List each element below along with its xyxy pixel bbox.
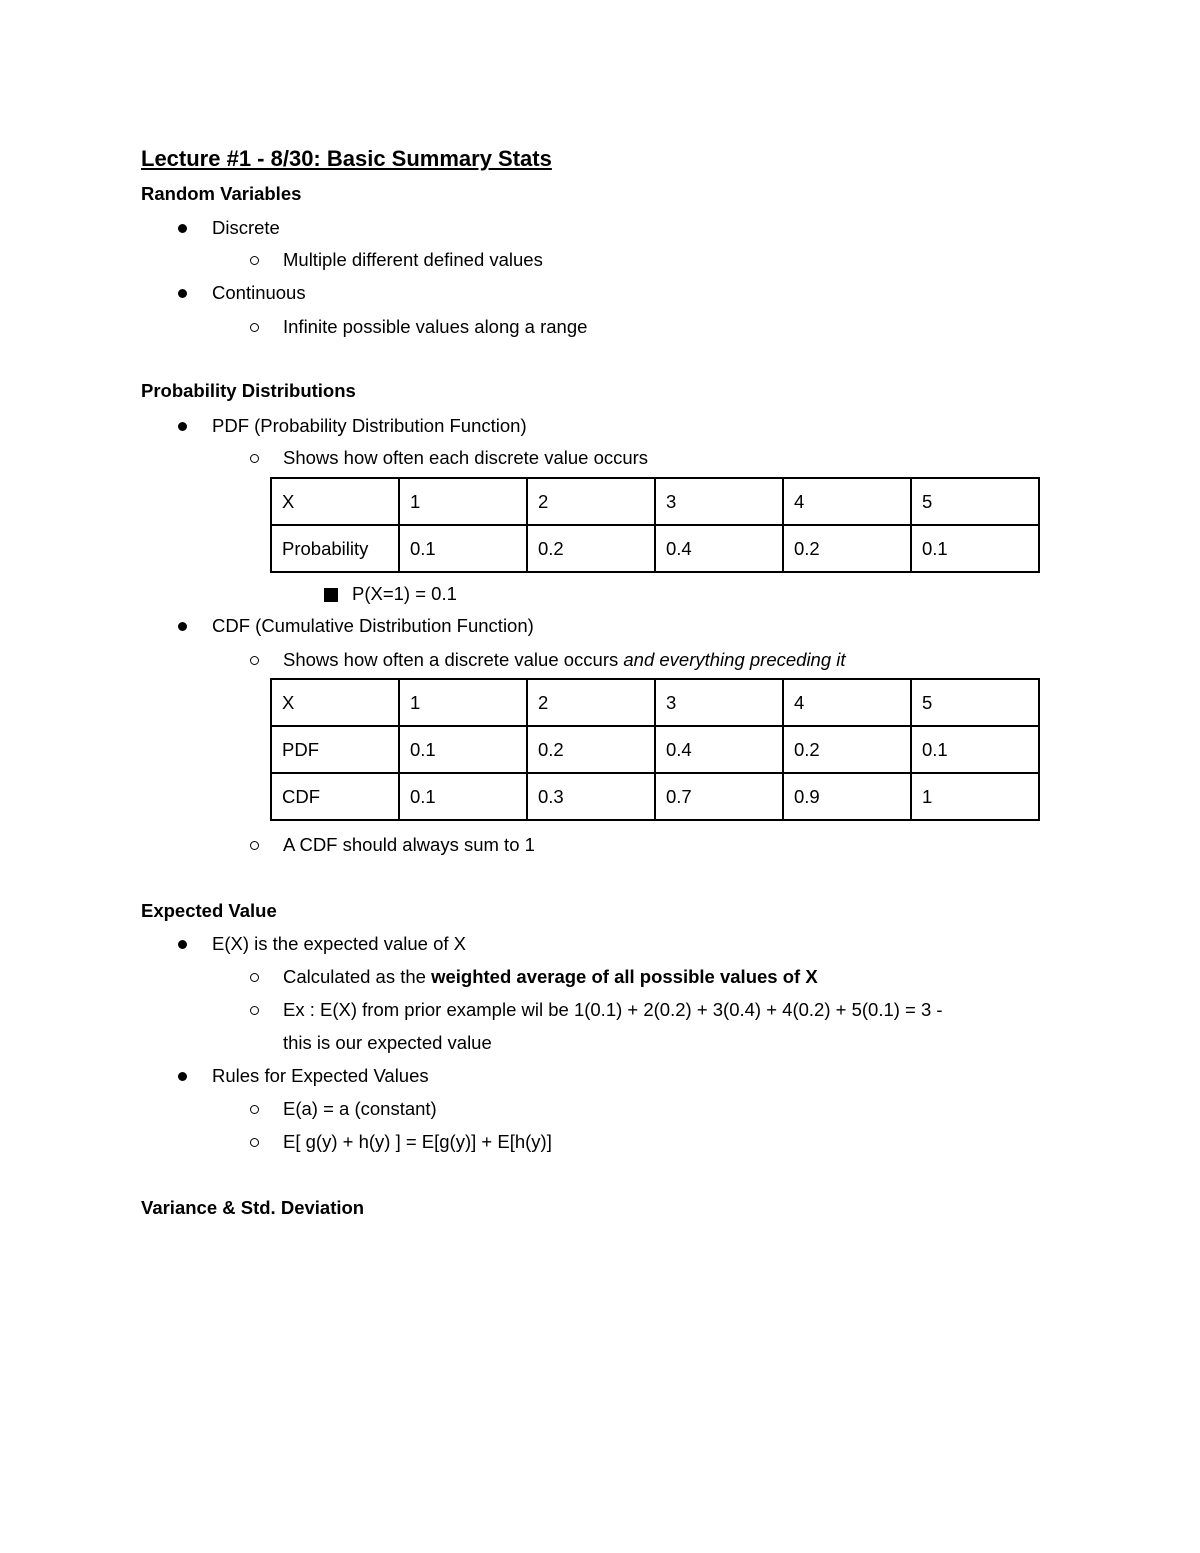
circle-bullet-icon	[250, 1105, 259, 1114]
list-item: Ex : E(X) from prior example wil be 1(0.…	[283, 999, 943, 1020]
square-bullet-icon	[324, 588, 338, 602]
list-item: Rules for Expected Values	[212, 1065, 429, 1086]
list-item: Shows how often each discrete value occu…	[283, 447, 649, 468]
table-cell: 1	[910, 772, 1040, 821]
table-cell: 0.2	[782, 524, 912, 573]
bullet-icon	[178, 289, 187, 298]
heading-expected-value: Expected Value	[141, 900, 277, 921]
list-item: Shows how often a discrete value occurs …	[283, 647, 846, 673]
table-row: CDF 0.1 0.3 0.7 0.9 1	[270, 772, 1040, 821]
list-item: Continuous	[212, 282, 306, 303]
list-item: PDF (Probability Distribution Function)	[212, 415, 527, 436]
table-cell: 0.2	[526, 524, 656, 573]
bold-text: weighted average of all possible values …	[431, 966, 818, 987]
bullet-icon	[178, 622, 187, 631]
italic-text: and everything preceding it	[623, 649, 846, 670]
table-cell: 0.4	[654, 524, 784, 573]
list-item: Discrete	[212, 217, 280, 238]
table-cell: 0.1	[910, 725, 1040, 774]
list-item-continuation: this is our expected value	[283, 1032, 492, 1053]
list-item: CDF (Cumulative Distribution Function)	[212, 615, 534, 636]
circle-bullet-icon	[250, 656, 259, 665]
table-cell: 0.1	[910, 524, 1040, 573]
table-cell: 0.1	[398, 725, 528, 774]
table-cell: 5	[910, 678, 1040, 727]
table-cell: 0.3	[526, 772, 656, 821]
list-item: Multiple different defined values	[283, 249, 543, 270]
table-cell: 5	[910, 477, 1040, 526]
circle-bullet-icon	[250, 1138, 259, 1147]
bullet-icon	[178, 224, 187, 233]
circle-bullet-icon	[250, 323, 259, 332]
table-cell: CDF	[270, 772, 400, 821]
page-title: Lecture #1 - 8/30: Basic Summary Stats	[141, 146, 552, 171]
table-cell: 0.7	[654, 772, 784, 821]
circle-bullet-icon	[250, 841, 259, 850]
bullet-icon	[178, 1072, 187, 1081]
list-item: A CDF should always sum to 1	[283, 834, 535, 855]
table-cell: 3	[654, 678, 784, 727]
table-cell: 0.1	[398, 524, 528, 573]
list-item: E[ g(y) + h(y) ] = E[g(y)] + E[h(y)]	[283, 1131, 552, 1152]
heading-probability-distributions: Probability Distributions	[141, 380, 356, 401]
circle-bullet-icon	[250, 973, 259, 982]
table-cell: 0.9	[782, 772, 912, 821]
text: Calculated as the	[283, 966, 432, 987]
table-cell: 1	[398, 678, 528, 727]
table-cell: X	[270, 477, 400, 526]
list-item: E(X) is the expected value of X	[212, 933, 466, 954]
circle-bullet-icon	[250, 1006, 259, 1015]
list-item: E(a) = a (constant)	[283, 1098, 437, 1119]
table-cell: 2	[526, 477, 656, 526]
table-cell: X	[270, 678, 400, 727]
table-row: PDF 0.1 0.2 0.4 0.2 0.1	[270, 725, 1040, 774]
text: Shows how often a discrete value occurs	[283, 649, 624, 670]
table-cell: Probability	[270, 524, 400, 573]
table-cell: PDF	[270, 725, 400, 774]
circle-bullet-icon	[250, 256, 259, 265]
list-item: Infinite possible values along a range	[283, 316, 588, 337]
table-cell: 2	[526, 678, 656, 727]
list-item: P(X=1) = 0.1	[352, 583, 457, 604]
list-item: Calculated as the weighted average of al…	[283, 964, 818, 990]
bullet-icon	[178, 940, 187, 949]
table-cell: 0.4	[654, 725, 784, 774]
table-cell: 0.2	[782, 725, 912, 774]
table-cell: 4	[782, 477, 912, 526]
table-cell: 3	[654, 477, 784, 526]
bullet-icon	[178, 422, 187, 431]
heading-variance: Variance & Std. Deviation	[141, 1197, 365, 1218]
table-cell: 4	[782, 678, 912, 727]
heading-random-variables: Random Variables	[141, 183, 302, 204]
table-cell: 1	[398, 477, 528, 526]
table-cell: 0.1	[398, 772, 528, 821]
table-row: Probability 0.1 0.2 0.4 0.2 0.1	[270, 524, 1040, 573]
table-cell: 0.2	[526, 725, 656, 774]
circle-bullet-icon	[250, 454, 259, 463]
